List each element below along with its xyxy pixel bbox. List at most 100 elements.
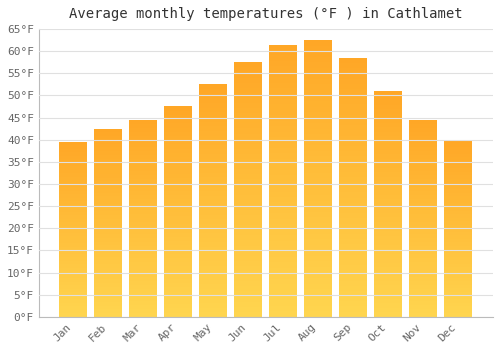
Bar: [304, 234, 332, 239]
Bar: [340, 296, 367, 301]
Bar: [304, 90, 332, 96]
Bar: [94, 219, 122, 223]
Bar: [340, 198, 367, 203]
Bar: [304, 134, 332, 140]
Bar: [234, 281, 262, 286]
Bar: [130, 246, 158, 250]
Bar: [270, 83, 297, 88]
Bar: [94, 181, 122, 185]
Bar: [130, 218, 158, 222]
Bar: [200, 107, 228, 112]
Bar: [60, 173, 88, 177]
Bar: [270, 311, 297, 317]
Bar: [200, 266, 228, 270]
Bar: [94, 151, 122, 155]
Bar: [200, 163, 228, 168]
Bar: [234, 266, 262, 271]
Bar: [200, 205, 228, 210]
Bar: [234, 210, 262, 215]
Bar: [164, 229, 192, 233]
Bar: [340, 250, 367, 255]
Bar: [410, 238, 438, 242]
Bar: [410, 226, 438, 230]
Bar: [374, 299, 402, 303]
Bar: [340, 244, 367, 250]
Bar: [304, 223, 332, 228]
Bar: [234, 133, 262, 139]
Bar: [444, 178, 472, 182]
Bar: [374, 222, 402, 226]
Bar: [444, 310, 472, 313]
Bar: [374, 136, 402, 141]
Bar: [340, 89, 367, 94]
Bar: [340, 167, 367, 172]
Bar: [60, 292, 88, 296]
Bar: [234, 108, 262, 113]
Bar: [164, 300, 192, 304]
Bar: [340, 115, 367, 120]
Title: Average monthly temperatures (°F ) in Cathlamet: Average monthly temperatures (°F ) in Ca…: [69, 7, 462, 21]
Bar: [304, 112, 332, 118]
Bar: [340, 156, 367, 161]
Bar: [444, 218, 472, 221]
Bar: [234, 184, 262, 190]
Bar: [340, 270, 367, 275]
Bar: [340, 224, 367, 229]
Bar: [270, 262, 297, 268]
Bar: [374, 204, 402, 209]
Bar: [374, 258, 402, 262]
Bar: [164, 127, 192, 132]
Bar: [340, 229, 367, 234]
Bar: [94, 208, 122, 211]
Bar: [374, 245, 402, 249]
Bar: [304, 295, 332, 300]
Bar: [164, 287, 192, 292]
Bar: [130, 183, 158, 187]
Bar: [130, 281, 158, 285]
Bar: [410, 250, 438, 254]
Bar: [234, 174, 262, 179]
Bar: [60, 229, 88, 233]
Bar: [444, 285, 472, 288]
Bar: [340, 104, 367, 110]
Bar: [304, 151, 332, 156]
Bar: [374, 91, 402, 96]
Bar: [60, 303, 88, 306]
Bar: [164, 258, 192, 262]
Bar: [270, 181, 297, 186]
Bar: [60, 306, 88, 310]
Bar: [304, 106, 332, 112]
Bar: [130, 289, 158, 293]
Bar: [410, 277, 438, 281]
Bar: [130, 277, 158, 281]
Bar: [340, 218, 367, 224]
Bar: [270, 99, 297, 104]
Bar: [200, 149, 228, 154]
Bar: [410, 270, 438, 273]
Bar: [130, 203, 158, 206]
Bar: [200, 298, 228, 303]
Bar: [304, 162, 332, 167]
Bar: [270, 148, 297, 153]
Bar: [200, 233, 228, 238]
Bar: [304, 206, 332, 212]
Bar: [270, 208, 297, 213]
Bar: [164, 199, 192, 203]
Bar: [200, 261, 228, 266]
Bar: [60, 187, 88, 191]
Bar: [60, 310, 88, 313]
Bar: [374, 132, 402, 136]
Bar: [304, 289, 332, 295]
Bar: [374, 145, 402, 150]
Bar: [304, 123, 332, 129]
Bar: [60, 184, 88, 187]
Bar: [304, 184, 332, 190]
Bar: [164, 245, 192, 250]
Bar: [94, 260, 122, 264]
Bar: [444, 246, 472, 250]
Bar: [270, 170, 297, 175]
Bar: [410, 309, 438, 313]
Bar: [234, 169, 262, 174]
Bar: [444, 200, 472, 203]
Bar: [60, 201, 88, 205]
